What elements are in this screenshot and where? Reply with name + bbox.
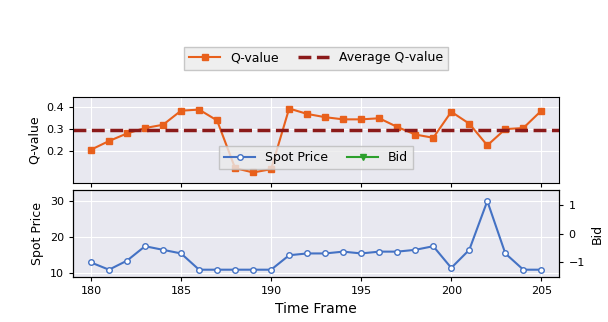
Q-value [195, 108, 202, 111]
Spot Price [249, 268, 257, 272]
Q-value [322, 115, 329, 119]
Q-value [520, 126, 527, 130]
Spot Price [303, 251, 311, 255]
Line: Q-value: Q-value [88, 106, 544, 175]
Spot Price [268, 268, 275, 272]
Q-value [232, 166, 239, 170]
Spot Price [123, 259, 131, 263]
Q-value [88, 148, 95, 152]
Spot Price [142, 244, 149, 248]
Spot Price [393, 250, 401, 253]
Spot Price [483, 199, 491, 203]
Spot Price [447, 266, 455, 270]
Spot Price [339, 250, 347, 253]
Q-value [178, 109, 185, 113]
Q-value [213, 118, 221, 122]
Spot Price [213, 268, 221, 272]
Spot Price [232, 268, 239, 272]
Spot Price [358, 251, 365, 255]
Q-value [502, 127, 509, 131]
Spot Price [105, 268, 112, 272]
X-axis label: Time Frame: Time Frame [275, 301, 357, 316]
Legend: Q-value, Average Q-value: Q-value, Average Q-value [184, 46, 448, 70]
Q-value [447, 110, 455, 114]
Spot Price [322, 251, 329, 255]
Q-value [466, 122, 473, 126]
Spot Price [159, 248, 167, 252]
Q-value [376, 116, 383, 120]
Q-value [105, 139, 112, 143]
Q-value [303, 112, 311, 116]
Q-value [430, 136, 437, 140]
Q-value [483, 143, 491, 147]
Q-value [159, 123, 167, 127]
Q-value [339, 118, 347, 121]
Spot Price [466, 248, 473, 252]
Q-value [412, 133, 419, 137]
Spot Price [412, 248, 419, 252]
Legend: Spot Price, Bid: Spot Price, Bid [219, 146, 413, 169]
Q-value [537, 109, 545, 113]
Spot Price [88, 260, 95, 264]
Q-value [249, 171, 257, 175]
Y-axis label: Q-value: Q-value [27, 116, 41, 164]
Y-axis label: Spot Price: Spot Price [31, 202, 44, 265]
Q-value [358, 118, 365, 121]
Q-value [286, 107, 293, 110]
Y-axis label: Bid: Bid [590, 223, 603, 244]
Q-value [393, 125, 401, 129]
Spot Price [195, 268, 202, 272]
Spot Price [502, 251, 509, 255]
Q-value [268, 167, 275, 171]
Spot Price [537, 268, 545, 272]
Q-value [123, 131, 131, 135]
Spot Price [178, 251, 185, 255]
Spot Price [430, 244, 437, 248]
Line: Spot Price: Spot Price [88, 198, 544, 272]
Spot Price [286, 253, 293, 257]
Spot Price [376, 250, 383, 253]
Spot Price [520, 268, 527, 272]
Q-value [142, 126, 149, 130]
